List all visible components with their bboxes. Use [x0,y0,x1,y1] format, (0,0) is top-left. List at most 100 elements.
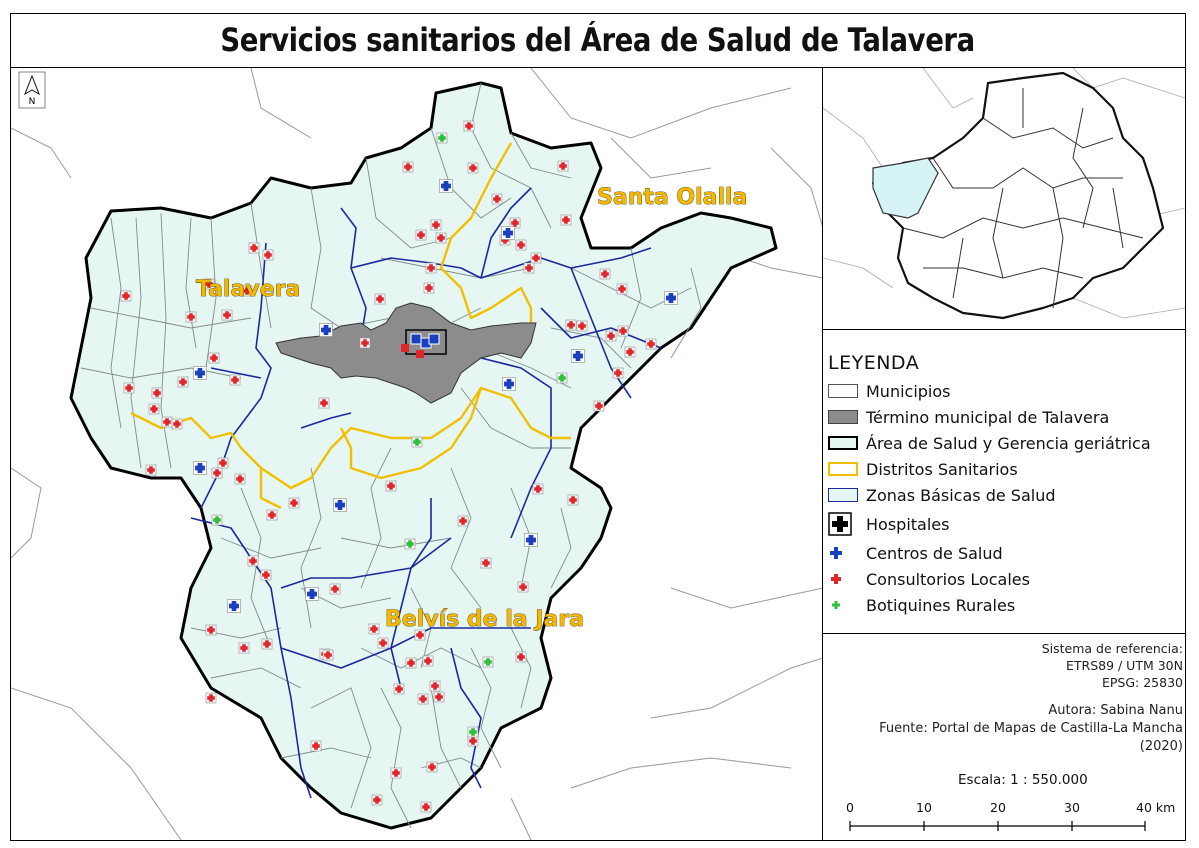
consultorio-marker [429,680,441,692]
inset-highlight-area [872,157,939,219]
consultorio-marker [120,290,132,302]
consultorio-marker [262,249,274,261]
consultorio-marker [177,376,189,388]
reference-line-1: Sistema de referencia: [1041,641,1183,656]
legend-item-distritos: Distritos Sanitarios [828,456,1183,482]
consultorio-marker [624,346,636,358]
botiquin-icon [832,601,840,609]
district-label-belvis: Belvís de la Jara [385,607,584,632]
consultorio-marker [599,268,611,280]
consultorio-marker [393,683,405,695]
centro-salud-marker [227,599,241,613]
centro-salud-marker [524,533,538,547]
botiquin-marker [556,372,568,384]
consultorio-marker [425,262,437,274]
consultorio-marker [205,624,217,636]
map-frame [10,13,1186,841]
botiquin-marker [482,656,494,668]
consultorio-marker [288,497,300,509]
main-map-svg: Talavera Santa Olalla Belvís de la Jara … [11,68,823,840]
distritos-swatch [828,462,858,476]
botiquin-marker [211,514,223,526]
credits: Autora: Sabina Nanu Fuente: Portal de Ma… [879,702,1183,756]
district-label-talavera: Talavera [196,277,300,302]
legend-title: LEYENDA [828,352,920,374]
consultorio-marker [415,229,427,241]
consultorio-marker [148,403,160,415]
consultorio-marker [509,217,521,229]
consultorio-marker [205,692,217,704]
scale-tick-30: 30 [1064,800,1080,815]
consultorio-marker [368,623,380,635]
legend: LEYENDA Municipios Término municipal de … [828,352,1183,618]
consultorio-marker [560,214,572,226]
consultorio-marker [467,162,479,174]
botiquin-marker [404,538,416,550]
credits-source: Fuente: Portal de Mapas de Castilla-La M… [879,721,1183,736]
consultorio-marker [565,319,577,331]
legend-item-centros: Centros de Salud [828,540,1183,566]
centro-salud-marker [439,179,453,193]
consultorio-marker [208,352,220,364]
scale-tick-20: 20 [990,800,1006,815]
centro-salud-marker [664,291,678,305]
consultorio-marker [123,382,135,394]
consultorio-marker [417,693,429,705]
consultorio-marker [238,642,250,654]
centro-salud-marker [571,349,585,363]
consultorio-marker [532,483,544,495]
consultorio-marker [385,480,397,492]
scale-label: Escala: 1 : 550.000 [958,772,1088,788]
consultorio-marker [423,282,435,294]
consultorio-marker [405,657,417,669]
consultorio-marker [433,691,445,703]
map-title: Servicios sanitarios del Área de Salud d… [220,21,976,59]
consultorio-marker [576,320,588,332]
scale-tick-0: 0 [846,800,854,815]
legend-label: Centros de Salud [866,543,1003,563]
consultorio-marker [260,569,272,581]
consultorio-marker [371,794,383,806]
consultorio-marker [523,262,535,274]
consultorio-marker [645,338,657,350]
centro-salud-marker [502,377,516,391]
zonas-swatch [828,488,858,502]
municipios-swatch [828,384,858,398]
consultorio-marker [515,239,527,251]
legend-label: Zonas Básicas de Salud [866,485,1056,505]
consultorio-marker [605,330,617,342]
credits-year: (2020) [1139,739,1183,754]
centro-salud-marker [193,366,207,380]
consultorio-marker [211,467,223,479]
consultorio-marker [145,464,157,476]
centro-salud-icon [830,547,842,559]
main-map: Talavera Santa Olalla Belvís de la Jara … [11,68,823,840]
consultorio-marker [402,161,414,173]
north-arrow: N [18,71,46,109]
reference-line-2: ETRS89 / UTM 30N [1065,658,1183,673]
consultorio-marker [241,285,253,297]
consultorio-marker [515,651,527,663]
legend-label: Área de Salud y Gerencia geriátrica [866,433,1151,453]
botiquin-marker [467,726,479,738]
consultorio-marker [318,397,330,409]
consultorio-marker [359,337,371,349]
consultorio-marker [567,494,579,506]
consultorio-marker [480,557,492,569]
inset-divider [823,329,1185,330]
legend-label: Distritos Sanitarios [866,459,1018,479]
consultorio-marker [185,311,197,323]
centro-salud-marker [305,587,319,601]
termino-swatch [828,410,858,424]
title-box: Servicios sanitarios del Área de Salud d… [10,13,1186,68]
inset-map-svg [823,68,1185,320]
consultorio-marker [426,761,438,773]
centro-salud-marker [333,498,347,512]
consultorio-marker [229,374,241,386]
centro-salud-marker [319,323,333,337]
legend-item-consultorios: Consultorios Locales [828,566,1183,592]
consultorio-marker [612,367,624,379]
consultorio-marker [151,387,163,399]
legend-item-termino: Término municipal de Talavera [828,404,1183,430]
consultorio-marker [248,242,260,254]
